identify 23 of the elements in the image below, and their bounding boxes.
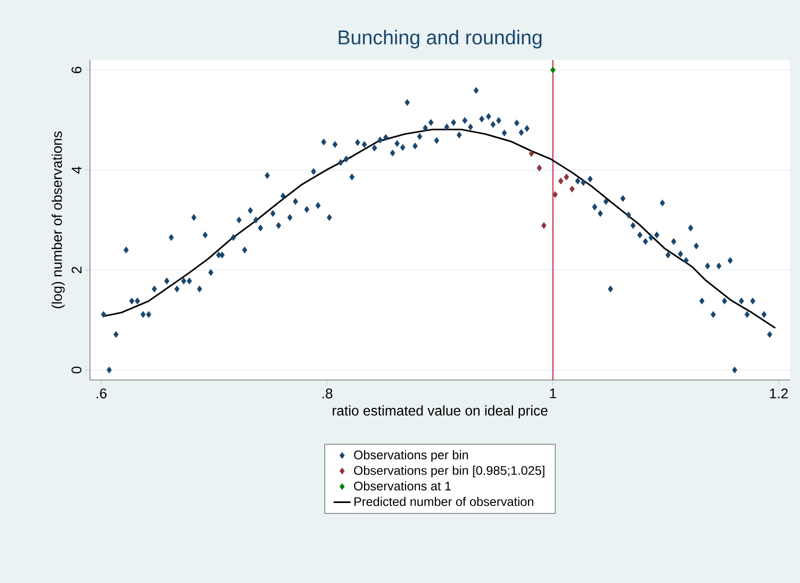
y-tick-label: 6 (72, 66, 82, 74)
x-tick-label: 1.2 (770, 388, 788, 398)
point (528, 150, 534, 157)
legend-label: Observations per bin (354, 450, 468, 462)
legend-label: Predicted number of observation (354, 496, 534, 506)
chart-title: Bunching and rounding (338, 30, 542, 48)
point (570, 186, 575, 192)
point (541, 222, 546, 229)
point (550, 66, 556, 74)
legend-label: Observations per bin [0.985;1.025] (354, 466, 544, 478)
point (564, 174, 570, 180)
x-tick-label: .6 (96, 388, 107, 398)
point (536, 164, 542, 172)
y-tick-label: 0 (72, 366, 82, 374)
legend-label: Observations at 1 (354, 481, 451, 490)
y-tick-label: 4 (72, 166, 82, 174)
y-tick-label: 2 (72, 266, 82, 274)
y-axis-title: (log) number of observations (52, 131, 65, 308)
x-tick-label: 1 (550, 388, 556, 398)
point (552, 191, 558, 198)
x-axis-title: ratio estimated value on ideal price (332, 405, 548, 418)
x-tick-label: .8 (322, 388, 332, 398)
point (558, 178, 564, 184)
